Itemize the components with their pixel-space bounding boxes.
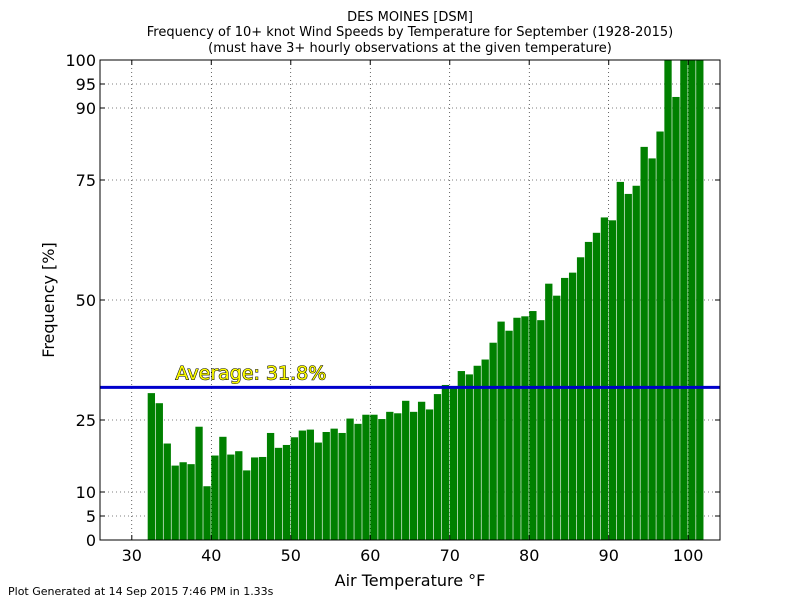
bar bbox=[616, 181, 624, 541]
bar bbox=[171, 465, 179, 540]
bar bbox=[235, 451, 243, 540]
bar bbox=[505, 330, 513, 540]
x-tick-label: 40 bbox=[201, 546, 221, 565]
y-tick-label: 25 bbox=[76, 411, 96, 430]
bar bbox=[441, 384, 450, 540]
x-axis-label: Air Temperature °F bbox=[335, 571, 486, 590]
bar bbox=[306, 429, 314, 540]
bar bbox=[521, 316, 529, 540]
bar bbox=[608, 220, 617, 540]
x-tick-label: 90 bbox=[599, 546, 619, 565]
y-tick-label: 100 bbox=[65, 51, 96, 70]
bar bbox=[378, 419, 386, 540]
bar bbox=[258, 456, 267, 540]
axis-ticks: 30 40 50 60 70 80 90 100 0 5 10 25 50 75 90 95 100 bbox=[65, 51, 720, 565]
bar bbox=[584, 241, 593, 541]
bar bbox=[402, 400, 410, 540]
bar bbox=[417, 401, 426, 540]
bar bbox=[163, 443, 171, 540]
bar bbox=[266, 432, 275, 540]
bar bbox=[147, 393, 156, 540]
bar bbox=[465, 374, 473, 540]
bar bbox=[370, 414, 378, 540]
bar bbox=[354, 423, 362, 540]
bar bbox=[481, 359, 489, 540]
bars bbox=[147, 60, 704, 541]
footer-note: Plot Generated at 14 Sep 2015 7:46 PM in… bbox=[8, 585, 274, 598]
x-tick-label: 100 bbox=[673, 546, 704, 565]
bar bbox=[298, 430, 307, 540]
bar bbox=[187, 464, 195, 540]
x-tick-label: 30 bbox=[122, 546, 142, 565]
bar bbox=[489, 342, 497, 540]
bar bbox=[545, 283, 553, 540]
x-tick-label: 60 bbox=[360, 546, 380, 565]
bar bbox=[656, 131, 664, 540]
bar bbox=[433, 394, 442, 540]
bar bbox=[497, 321, 505, 540]
y-tick-label: 95 bbox=[76, 75, 96, 94]
bar bbox=[449, 388, 458, 540]
average-label: Average: 31.8% bbox=[176, 362, 327, 384]
x-tick-label: 70 bbox=[440, 546, 460, 565]
bar bbox=[457, 371, 466, 540]
bar bbox=[473, 365, 481, 540]
bar bbox=[243, 470, 251, 540]
bar bbox=[219, 436, 227, 540]
bar bbox=[227, 454, 235, 540]
x-tick-label: 80 bbox=[519, 546, 539, 565]
bar bbox=[330, 428, 338, 540]
bar bbox=[624, 193, 632, 541]
chart-subtitle: Frequency of 10+ knot Wind Speeds by Tem… bbox=[147, 25, 674, 40]
bar bbox=[314, 442, 322, 540]
bar bbox=[195, 426, 203, 540]
y-tick-label: 10 bbox=[76, 483, 96, 502]
bar bbox=[664, 60, 672, 540]
bar bbox=[338, 432, 346, 540]
y-tick-label: 5 bbox=[86, 507, 96, 526]
bar bbox=[211, 455, 219, 540]
bar bbox=[632, 185, 640, 540]
bar bbox=[648, 158, 656, 540]
bar bbox=[561, 277, 569, 540]
y-tick-label: 0 bbox=[86, 531, 96, 550]
bar bbox=[274, 447, 283, 540]
bar bbox=[386, 411, 394, 540]
y-tick-label: 90 bbox=[76, 99, 96, 118]
bar bbox=[410, 411, 418, 540]
bar bbox=[346, 418, 354, 540]
bar bbox=[513, 317, 521, 540]
bar bbox=[568, 272, 577, 540]
bar bbox=[425, 409, 434, 540]
bar bbox=[688, 60, 696, 540]
bar bbox=[553, 295, 561, 540]
bar bbox=[576, 257, 585, 540]
y-tick-label: 50 bbox=[76, 291, 96, 310]
average-annotation: Average: 31.8% bbox=[100, 362, 720, 389]
bar bbox=[394, 413, 402, 540]
bar bbox=[155, 403, 163, 540]
bar bbox=[362, 414, 370, 540]
bar bbox=[203, 486, 211, 540]
bar bbox=[680, 60, 688, 540]
bar bbox=[600, 217, 609, 540]
bar bbox=[251, 457, 259, 540]
bar bbox=[179, 462, 187, 540]
bar bbox=[282, 444, 291, 540]
bar bbox=[672, 96, 680, 541]
y-tick-label: 75 bbox=[76, 171, 96, 190]
bar bbox=[640, 146, 648, 540]
bar bbox=[322, 432, 330, 540]
bar bbox=[290, 437, 299, 540]
bar bbox=[696, 60, 704, 540]
chart-title: DES MOINES [DSM] bbox=[347, 10, 473, 25]
y-axis-label: Frequency [%] bbox=[39, 242, 58, 357]
bar bbox=[537, 320, 545, 540]
x-tick-label: 50 bbox=[281, 546, 301, 565]
chart-subtitle-note: (must have 3+ hourly observations at the… bbox=[208, 41, 612, 56]
bar bbox=[529, 311, 537, 540]
